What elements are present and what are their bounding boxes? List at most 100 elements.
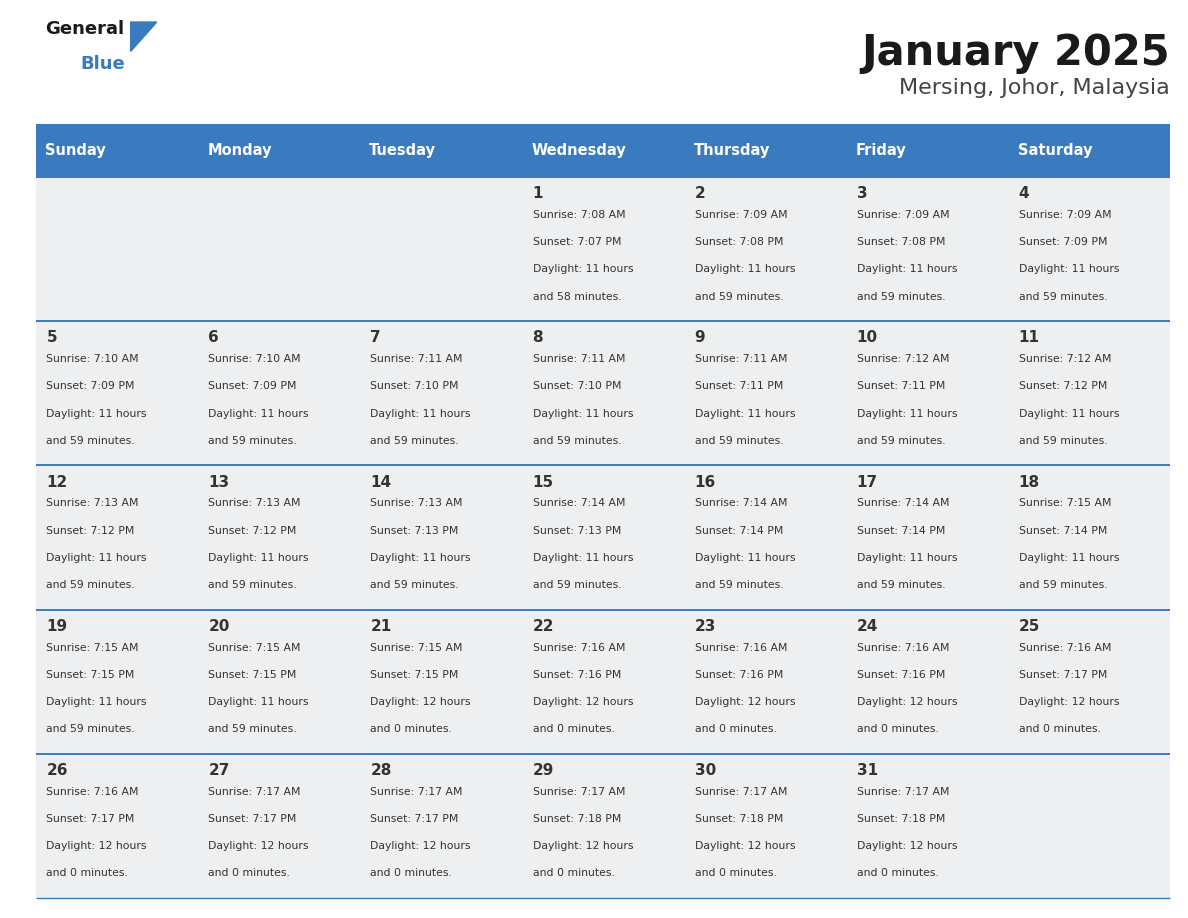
Text: Sunset: 7:07 PM: Sunset: 7:07 PM <box>532 238 621 247</box>
Text: 16: 16 <box>695 475 716 489</box>
Text: 18: 18 <box>1019 475 1040 489</box>
Text: 17: 17 <box>857 475 878 489</box>
Bar <box>684 465 846 610</box>
Text: 14: 14 <box>371 475 392 489</box>
Text: 24: 24 <box>857 619 878 633</box>
Text: Sunrise: 7:16 AM: Sunrise: 7:16 AM <box>46 787 139 797</box>
Text: 8: 8 <box>532 330 543 345</box>
Text: and 58 minutes.: and 58 minutes. <box>532 292 621 301</box>
Text: 2: 2 <box>695 186 706 201</box>
Text: Sunset: 7:08 PM: Sunset: 7:08 PM <box>857 238 946 247</box>
Text: Sunrise: 7:10 AM: Sunrise: 7:10 AM <box>46 354 139 364</box>
Bar <box>360 754 522 898</box>
Text: Daylight: 12 hours: Daylight: 12 hours <box>1019 697 1119 707</box>
Text: and 0 minutes.: and 0 minutes. <box>46 868 128 878</box>
Text: Wednesday: Wednesday <box>531 143 626 158</box>
Bar <box>522 465 684 610</box>
Text: Sunrise: 7:09 AM: Sunrise: 7:09 AM <box>1019 210 1112 220</box>
Text: and 59 minutes.: and 59 minutes. <box>695 580 783 589</box>
Text: General: General <box>45 20 125 39</box>
Text: Daylight: 11 hours: Daylight: 11 hours <box>695 553 795 563</box>
Bar <box>1009 321 1170 465</box>
Text: Sunset: 7:13 PM: Sunset: 7:13 PM <box>532 526 621 535</box>
Bar <box>36 610 197 754</box>
Bar <box>36 177 197 321</box>
Text: Sunrise: 7:11 AM: Sunrise: 7:11 AM <box>532 354 625 364</box>
Text: 9: 9 <box>695 330 706 345</box>
Bar <box>197 754 360 898</box>
Bar <box>684 610 846 754</box>
Text: Daylight: 11 hours: Daylight: 11 hours <box>208 697 309 707</box>
Text: Sunrise: 7:17 AM: Sunrise: 7:17 AM <box>208 787 301 797</box>
Bar <box>846 754 1009 898</box>
Text: Daylight: 12 hours: Daylight: 12 hours <box>532 697 633 707</box>
Text: Sunrise: 7:13 AM: Sunrise: 7:13 AM <box>46 498 139 509</box>
Bar <box>197 321 360 465</box>
Text: Sunrise: 7:15 AM: Sunrise: 7:15 AM <box>1019 498 1111 509</box>
Text: Sunset: 7:10 PM: Sunset: 7:10 PM <box>371 382 459 391</box>
Text: and 59 minutes.: and 59 minutes. <box>1019 580 1107 589</box>
Text: Daylight: 11 hours: Daylight: 11 hours <box>208 409 309 419</box>
Text: 1: 1 <box>532 186 543 201</box>
Bar <box>846 321 1009 465</box>
Bar <box>36 321 197 465</box>
Text: Daylight: 11 hours: Daylight: 11 hours <box>46 553 147 563</box>
Text: and 0 minutes.: and 0 minutes. <box>857 724 939 733</box>
Text: 29: 29 <box>532 763 554 778</box>
Text: Daylight: 11 hours: Daylight: 11 hours <box>532 409 633 419</box>
Text: 22: 22 <box>532 619 554 633</box>
Text: Sunset: 7:09 PM: Sunset: 7:09 PM <box>1019 238 1107 247</box>
Bar <box>846 177 1009 321</box>
Text: Sunrise: 7:17 AM: Sunrise: 7:17 AM <box>857 787 949 797</box>
Text: and 0 minutes.: and 0 minutes. <box>532 724 614 733</box>
Text: Sunrise: 7:16 AM: Sunrise: 7:16 AM <box>857 643 949 653</box>
Text: Sunset: 7:17 PM: Sunset: 7:17 PM <box>208 814 297 823</box>
Text: Sunrise: 7:10 AM: Sunrise: 7:10 AM <box>208 354 301 364</box>
Bar <box>360 465 522 610</box>
Text: Daylight: 11 hours: Daylight: 11 hours <box>371 409 470 419</box>
Text: 7: 7 <box>371 330 381 345</box>
Text: and 0 minutes.: and 0 minutes. <box>208 868 290 878</box>
Text: Thursday: Thursday <box>694 143 770 158</box>
Bar <box>1009 177 1170 321</box>
Text: 6: 6 <box>208 330 219 345</box>
Bar <box>522 321 684 465</box>
Text: Sunrise: 7:13 AM: Sunrise: 7:13 AM <box>208 498 301 509</box>
Text: and 0 minutes.: and 0 minutes. <box>695 724 777 733</box>
Text: Sunrise: 7:16 AM: Sunrise: 7:16 AM <box>1019 643 1111 653</box>
Text: and 59 minutes.: and 59 minutes. <box>695 436 783 445</box>
Text: Sunrise: 7:17 AM: Sunrise: 7:17 AM <box>371 787 463 797</box>
Bar <box>522 177 684 321</box>
Text: Sunrise: 7:15 AM: Sunrise: 7:15 AM <box>371 643 463 653</box>
Text: Daylight: 11 hours: Daylight: 11 hours <box>46 697 147 707</box>
Text: Sunrise: 7:08 AM: Sunrise: 7:08 AM <box>532 210 625 220</box>
Text: Sunset: 7:12 PM: Sunset: 7:12 PM <box>1019 382 1107 391</box>
Text: Sunrise: 7:15 AM: Sunrise: 7:15 AM <box>46 643 139 653</box>
Text: 26: 26 <box>46 763 68 778</box>
Bar <box>846 124 1009 177</box>
Bar <box>360 610 522 754</box>
Bar <box>197 177 360 321</box>
Text: 15: 15 <box>532 475 554 489</box>
Text: Daylight: 11 hours: Daylight: 11 hours <box>1019 553 1119 563</box>
Text: Sunset: 7:17 PM: Sunset: 7:17 PM <box>1019 670 1107 679</box>
Bar <box>522 124 684 177</box>
Text: Sunset: 7:16 PM: Sunset: 7:16 PM <box>857 670 946 679</box>
Text: Daylight: 11 hours: Daylight: 11 hours <box>695 409 795 419</box>
Text: Sunrise: 7:14 AM: Sunrise: 7:14 AM <box>857 498 949 509</box>
Text: and 0 minutes.: and 0 minutes. <box>532 868 614 878</box>
Text: and 59 minutes.: and 59 minutes. <box>857 580 946 589</box>
Text: and 59 minutes.: and 59 minutes. <box>208 436 297 445</box>
Text: Sunset: 7:13 PM: Sunset: 7:13 PM <box>371 526 459 535</box>
Text: Tuesday: Tuesday <box>369 143 436 158</box>
Text: Daylight: 12 hours: Daylight: 12 hours <box>857 697 958 707</box>
Text: Sunset: 7:16 PM: Sunset: 7:16 PM <box>695 670 783 679</box>
Text: Daylight: 11 hours: Daylight: 11 hours <box>46 409 147 419</box>
Text: Sunrise: 7:16 AM: Sunrise: 7:16 AM <box>695 643 788 653</box>
Text: January 2025: January 2025 <box>861 32 1170 74</box>
Text: Daylight: 11 hours: Daylight: 11 hours <box>371 553 470 563</box>
Bar <box>846 465 1009 610</box>
Text: and 0 minutes.: and 0 minutes. <box>371 724 453 733</box>
Text: 23: 23 <box>695 619 716 633</box>
Text: and 59 minutes.: and 59 minutes. <box>46 724 135 733</box>
